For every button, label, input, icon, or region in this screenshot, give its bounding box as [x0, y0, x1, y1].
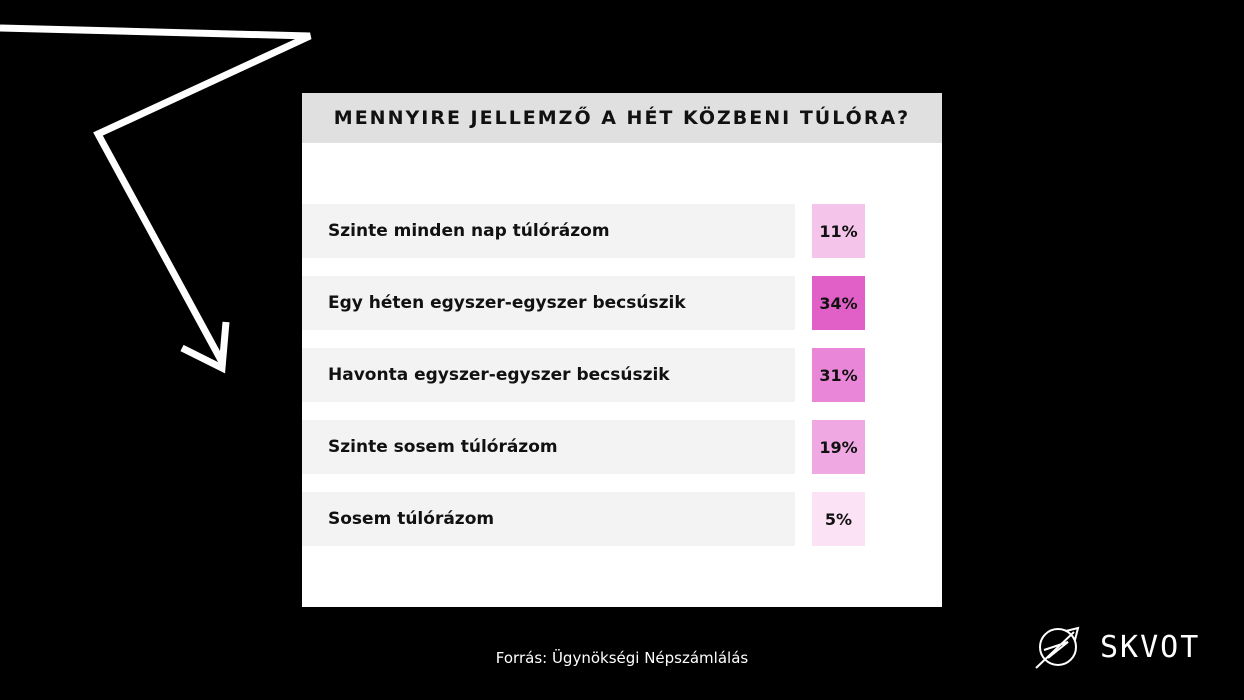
row-label: Szinte sosem túlórázom [302, 420, 795, 474]
row-label: Szinte minden nap túlórázom [302, 204, 795, 258]
row-value: 34% [812, 276, 865, 330]
logo-text: SKVOT [1100, 629, 1201, 665]
row-label: Sosem túlórázom [302, 492, 795, 546]
row-value: 19% [812, 420, 865, 474]
table-row: Szinte minden nap túlórázom 11% [302, 204, 865, 258]
chart-title: MENNYIRE JELLEMZŐ A HÉT KÖZBENI TÚLÓRA? [302, 93, 942, 143]
row-label: Havonta egyszer-egyszer becsúszik [302, 348, 795, 402]
logo: SKVOT [1034, 624, 1200, 670]
source-note: Forrás: Ügynökségi Népszámlálás [495, 649, 749, 667]
zigzag-arrow-icon [0, 24, 312, 374]
survey-card: MENNYIRE JELLEMZŐ A HÉT KÖZBENI TÚLÓRA? … [302, 93, 942, 607]
row-value: 5% [812, 492, 865, 546]
row-value: 11% [812, 204, 865, 258]
table-row: Havonta egyszer-egyszer becsúszik 31% [302, 348, 865, 402]
planet-arrow-icon [1035, 626, 1080, 669]
table-row: Szinte sosem túlórázom 19% [302, 420, 865, 474]
row-label: Egy héten egyszer-egyszer becsúszik [302, 276, 795, 330]
table-row: Sosem túlórázom 5% [302, 492, 865, 546]
row-value: 31% [812, 348, 865, 402]
table-row: Egy héten egyszer-egyszer becsúszik 34% [302, 276, 865, 330]
